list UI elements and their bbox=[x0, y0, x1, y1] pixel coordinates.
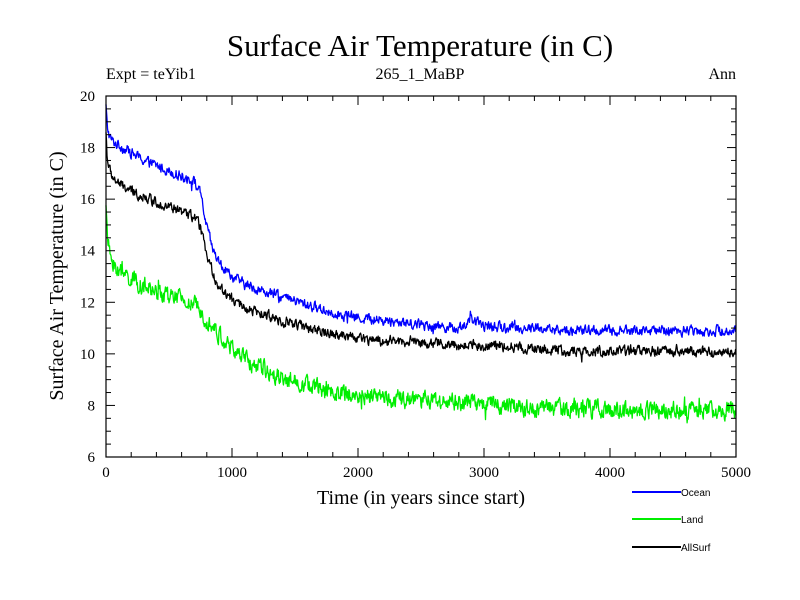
series-line-ocean bbox=[105, 104, 737, 338]
x-tick-label: 5000 bbox=[721, 465, 751, 481]
x-tick-label: 3000 bbox=[469, 465, 499, 481]
season-label: Ann bbox=[708, 66, 736, 83]
legend-label-ocean: Ocean bbox=[681, 488, 710, 499]
x-tick-label: 1000 bbox=[217, 465, 247, 481]
y-tick-label: 10 bbox=[80, 347, 95, 363]
y-tick-label: 8 bbox=[88, 398, 96, 414]
y-tick-label: 6 bbox=[88, 450, 96, 466]
ticks-layer: 0 1000 2000 3000 4000 5000 6 8 10 12 14 16 18 20 bbox=[80, 89, 751, 481]
series-line-allsurf bbox=[105, 132, 737, 363]
y-tick-label: 18 bbox=[80, 141, 95, 157]
legend-label-allsurf: AllSurf bbox=[681, 543, 711, 554]
y-tick-label: 14 bbox=[80, 244, 96, 260]
y-tick-label: 20 bbox=[80, 89, 95, 105]
x-tick-label: 2000 bbox=[343, 465, 373, 481]
legend: Ocean Land AllSurf bbox=[632, 488, 711, 554]
y-tick-label: 16 bbox=[80, 192, 96, 208]
y-tick-label: 12 bbox=[80, 295, 95, 311]
x-axis-title: Time (in years since start) bbox=[317, 487, 525, 509]
experiment-label: Expt = teYib1 bbox=[106, 66, 196, 83]
series-layer bbox=[105, 104, 737, 424]
series-line-land bbox=[105, 205, 737, 424]
legend-label-land: Land bbox=[681, 515, 703, 526]
y-axis-title: Surface Air Temperature (in C) bbox=[46, 151, 68, 400]
x-tick-label: 0 bbox=[102, 465, 110, 481]
chart-title: Surface Air Temperature (in C) bbox=[226, 28, 614, 63]
chart-subtitle: 265_1_MaBP bbox=[375, 66, 465, 83]
x-tick-label: 4000 bbox=[595, 465, 625, 481]
